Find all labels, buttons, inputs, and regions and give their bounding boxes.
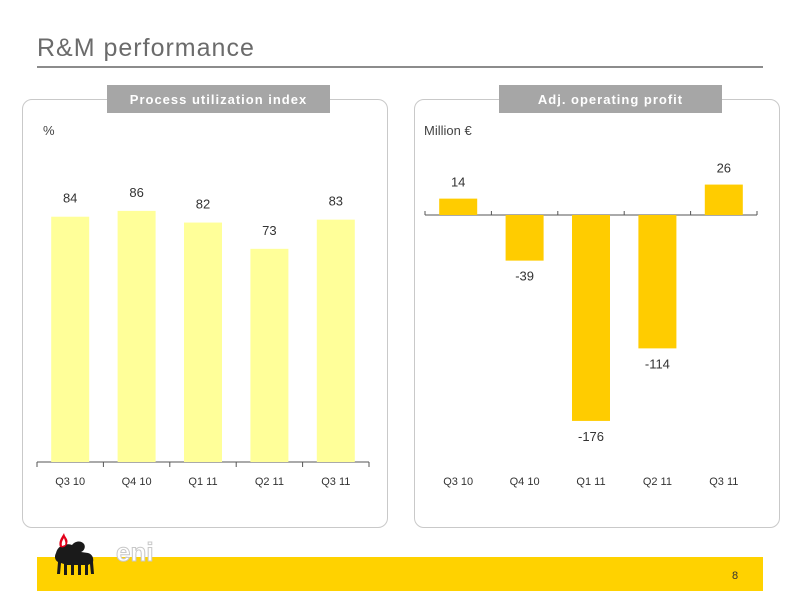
data-label: 26	[717, 161, 731, 176]
slide-title: R&M performance	[37, 34, 255, 62]
tick-label: Q3 10	[55, 476, 85, 488]
data-label: -114	[645, 356, 670, 371]
bar	[572, 215, 610, 421]
data-label: -39	[515, 269, 534, 284]
page-number: 8	[732, 570, 739, 582]
eni-logo: eni	[48, 531, 163, 586]
tick-label: Q4 10	[510, 476, 540, 488]
tick-label: Q4 10	[122, 476, 152, 488]
utilization-unit-label: %	[43, 123, 55, 138]
data-label: 84	[63, 191, 77, 206]
bar	[439, 198, 478, 215]
bar	[704, 184, 743, 215]
tick-label: Q3 11	[709, 476, 738, 488]
bar	[316, 219, 355, 462]
tick-label: Q1 11	[188, 476, 217, 488]
profit-unit-label: Million €	[424, 123, 472, 138]
data-label: 83	[329, 194, 343, 209]
data-label: 14	[451, 175, 465, 190]
tick-label: Q3 11	[321, 476, 350, 488]
bar	[505, 215, 544, 261]
data-label: 82	[196, 197, 210, 212]
data-label: -176	[578, 429, 604, 444]
footer-band	[37, 557, 763, 591]
six-legged-dog-logo-icon: eni	[54, 533, 154, 575]
bar	[51, 216, 90, 462]
title-divider	[37, 66, 763, 68]
tick-label: Q2 11	[255, 476, 284, 488]
data-label: 86	[129, 185, 143, 200]
profit-chart-title: Adj. operating profit	[499, 85, 722, 113]
bar	[638, 215, 677, 349]
bar	[117, 210, 156, 462]
tick-label: Q1 11	[576, 476, 605, 488]
utilization-chart-title: Process utilization index	[107, 85, 330, 113]
data-label: 73	[262, 223, 276, 238]
bar	[250, 248, 289, 462]
tick-label: Q2 11	[643, 476, 672, 488]
logo-wordmark: eni	[116, 537, 154, 567]
tick-label: Q3 10	[443, 476, 473, 488]
bar	[184, 222, 222, 462]
